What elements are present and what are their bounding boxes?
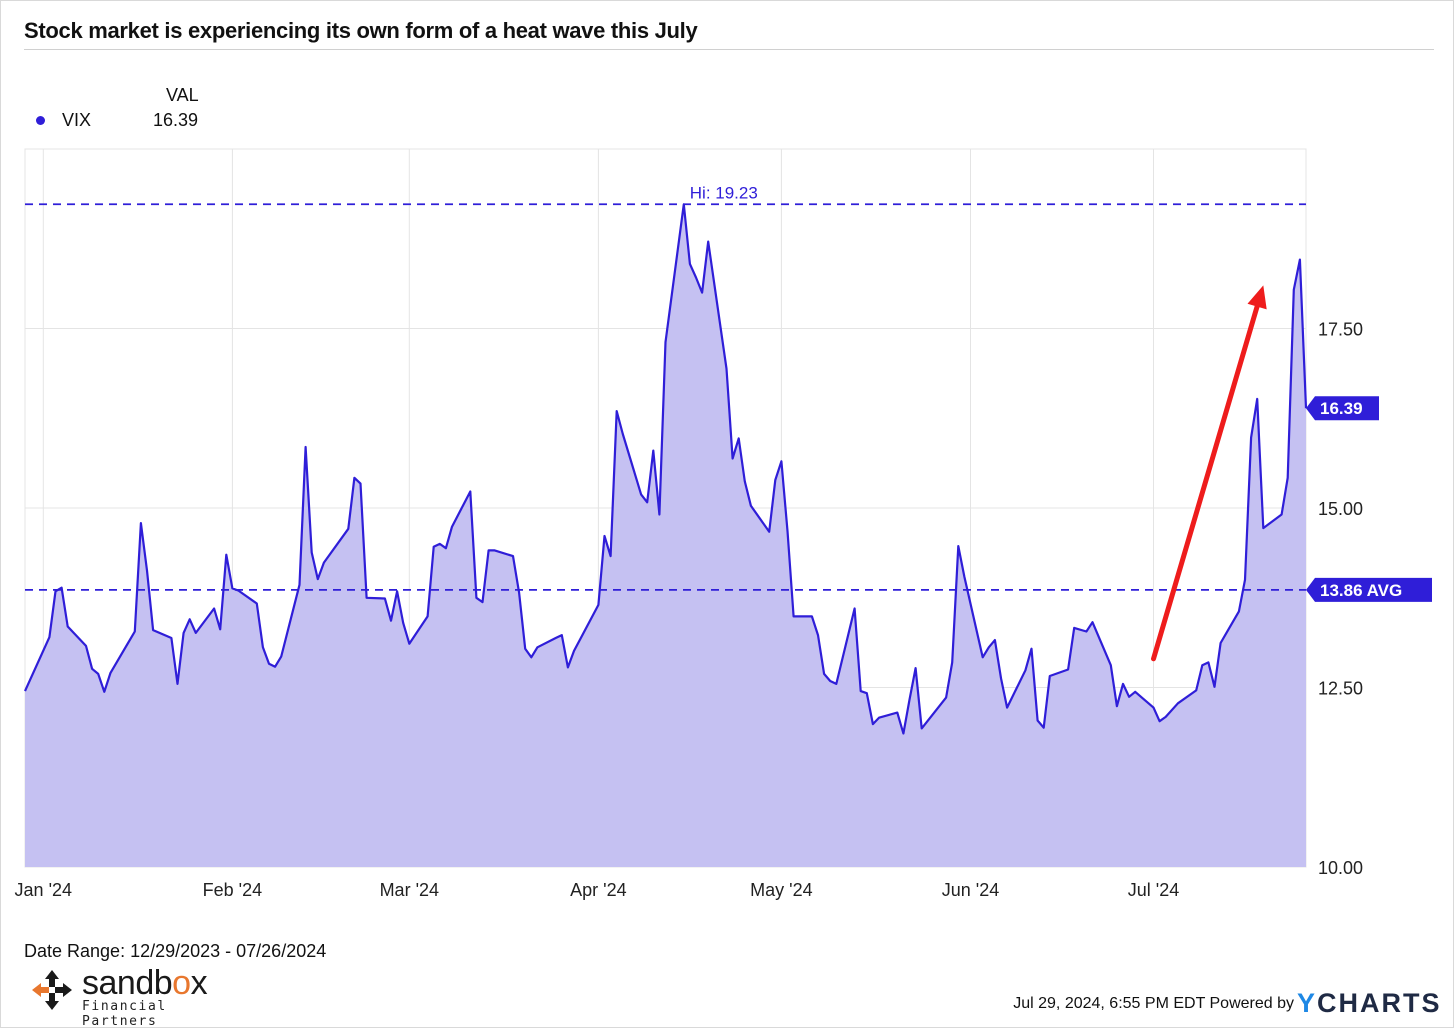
vix-area-fill: [25, 204, 1306, 868]
x-tick-label: Apr '24: [570, 880, 626, 900]
chart-title: Stock market is experiencing its own for…: [24, 18, 698, 43]
x-tick-label: Jul '24: [1128, 880, 1179, 900]
x-tick-label: Feb '24: [203, 880, 262, 900]
timestamp-text: Jul 29, 2024, 6:55 PM EDT: [1013, 995, 1206, 1012]
last-value-tag: [1306, 396, 1379, 421]
logo-wordmark: sandbox: [82, 964, 208, 1002]
title-divider: [24, 49, 1434, 50]
y-tick-label: 10.00: [1318, 858, 1363, 878]
last-value-label: 16.39: [1320, 399, 1363, 418]
date-range: Date Range: 12/29/2023 - 07/26/2024: [24, 941, 327, 961]
logo-subtitle: Financial Partners: [82, 999, 167, 1029]
compass-arrows-icon: [32, 970, 72, 1010]
x-tick-label: Jan '24: [15, 880, 72, 900]
average-tag-label: 13.86 AVG: [1320, 581, 1402, 600]
y-tick-label: 15.00: [1318, 499, 1363, 519]
sandbox-logo: sandbox Financial Partners: [30, 964, 230, 1029]
legend-series-name: VIX: [62, 110, 92, 130]
powered-by-text: Powered by: [1209, 995, 1295, 1012]
vix-line: [23, 203, 1308, 735]
x-tick-label: Mar '24: [380, 880, 439, 900]
x-tick-label: Jun '24: [942, 880, 999, 900]
red-arrow-shaft: [1151, 304, 1260, 662]
legend-series-value: 16.39: [153, 110, 199, 130]
ycharts-logo[interactable]: YCHARTS: [1297, 988, 1442, 1018]
legend-column-header: VAL: [166, 85, 199, 105]
x-tick-label: May '24: [750, 880, 812, 900]
legend-dot-icon: [36, 116, 45, 125]
average-tag: [1306, 577, 1432, 602]
high-label: Hi: 19.23: [690, 183, 758, 202]
vix-chart: 10.00 12.50 15.00 17.50 Jan '24 Feb '24 Mar '2…: [15, 148, 1432, 900]
red-arrow-head: [1247, 285, 1267, 310]
footer-timestamp: Jul 29, 2024, 6:55 PM EDT Powered by: [1013, 995, 1294, 1013]
y-tick-label: 17.50: [1318, 320, 1363, 340]
y-tick-label: 12.50: [1318, 679, 1363, 699]
